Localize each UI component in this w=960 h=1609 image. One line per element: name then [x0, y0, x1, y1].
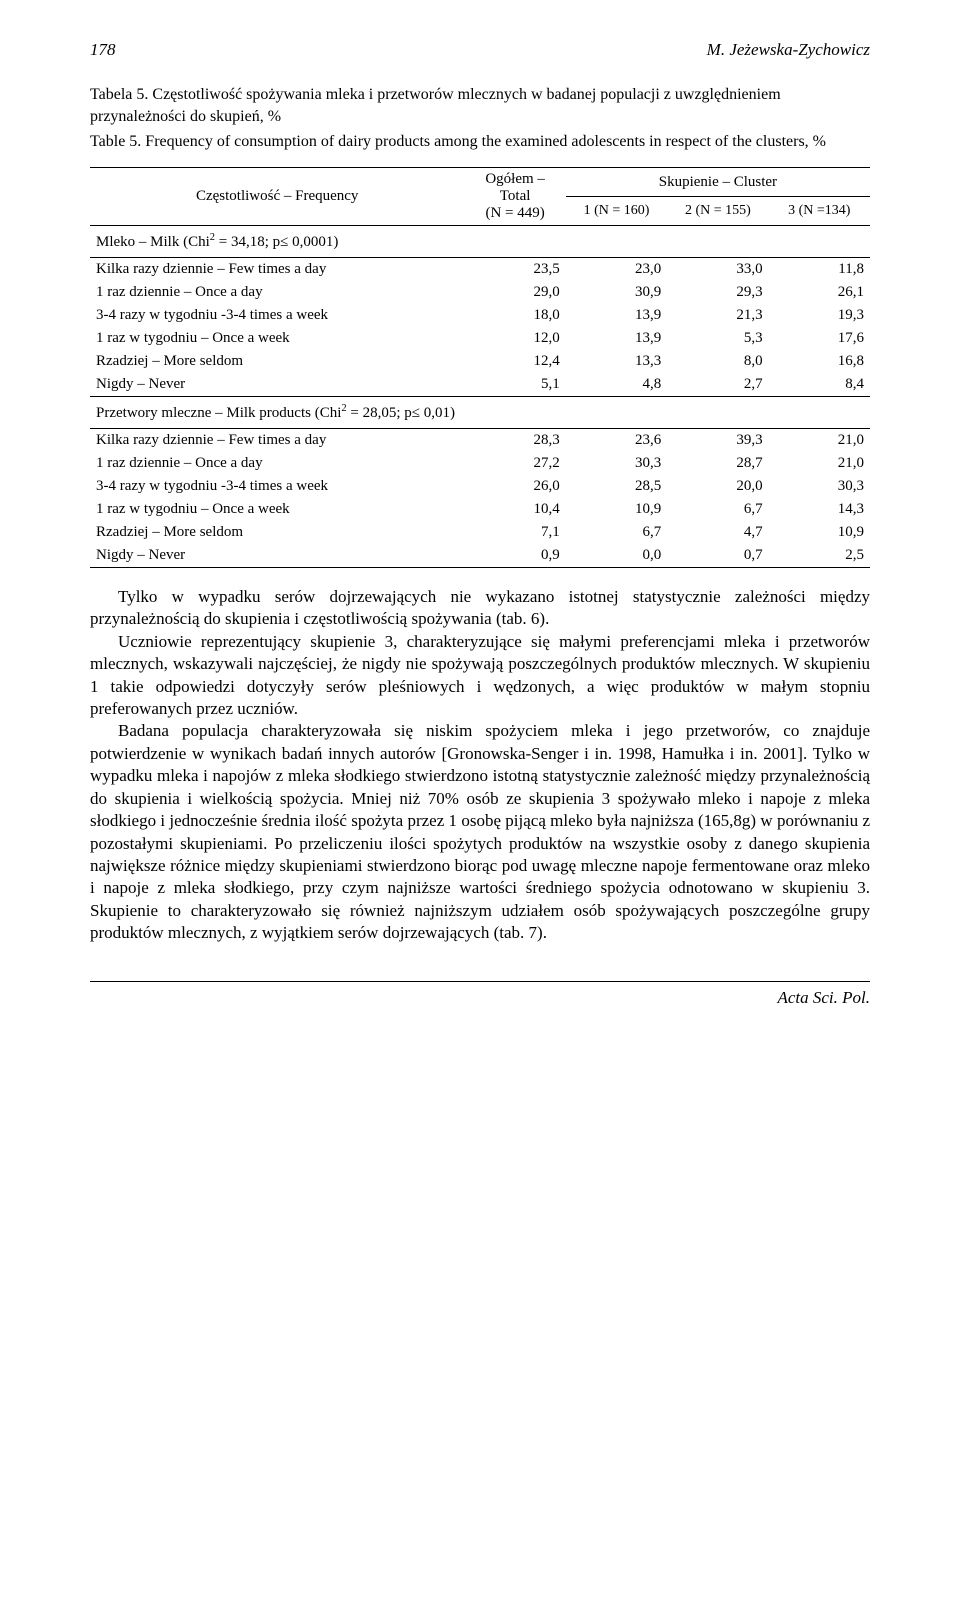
cell-value: 30,3	[566, 452, 667, 475]
cell-value: 14,3	[769, 498, 870, 521]
cell-value: 0,7	[667, 544, 768, 568]
cell-value: 23,0	[566, 257, 667, 281]
cell-value: 16,8	[769, 350, 870, 373]
cell-value: 8,4	[769, 373, 870, 397]
table-body: Mleko – Milk (Chi2 = 34,18; p≤ 0,0001)Ki…	[90, 225, 870, 567]
body-text: Tylko w wypadku serów dojrzewających nie…	[90, 586, 870, 945]
th-frequency: Częstotliwość – Frequency	[90, 167, 464, 225]
th-total-l2: (N = 449)	[485, 205, 544, 221]
cell-value: 23,5	[464, 257, 565, 281]
cell-value: 18,0	[464, 304, 565, 327]
row-label: 1 raz w tygodniu – Once a week	[90, 327, 464, 350]
row-label: Kilka razy dziennie – Few times a day	[90, 257, 464, 281]
table-section-header: Przetwory mleczne – Milk products (Chi2 …	[90, 396, 870, 428]
cell-value: 28,3	[464, 428, 565, 452]
cell-value: 13,3	[566, 350, 667, 373]
page-number: 178	[90, 40, 116, 60]
cell-value: 10,4	[464, 498, 565, 521]
table-caption-en: Table 5. Frequency of consumption of dai…	[90, 131, 870, 153]
row-label: 1 raz dziennie – Once a day	[90, 452, 464, 475]
row-label: 1 raz w tygodniu – Once a week	[90, 498, 464, 521]
th-total: Ogółem – Total (N = 449)	[464, 167, 565, 225]
cell-value: 11,8	[769, 257, 870, 281]
cell-value: 6,7	[667, 498, 768, 521]
running-head: 178 M. Jeżewska-Zychowicz	[90, 40, 870, 60]
cell-value: 21,0	[769, 428, 870, 452]
cell-value: 10,9	[566, 498, 667, 521]
cell-value: 2,7	[667, 373, 768, 397]
th-c3: 3 (N =134)	[769, 197, 870, 225]
cell-value: 26,1	[769, 281, 870, 304]
cell-value: 21,3	[667, 304, 768, 327]
body-paragraph: Tylko w wypadku serów dojrzewających nie…	[90, 586, 870, 631]
cell-value: 0,0	[566, 544, 667, 568]
cell-value: 21,0	[769, 452, 870, 475]
row-label: 3-4 razy w tygodniu -3-4 times a week	[90, 304, 464, 327]
cell-value: 2,5	[769, 544, 870, 568]
cell-value: 13,9	[566, 304, 667, 327]
row-label: 3-4 razy w tygodniu -3-4 times a week	[90, 475, 464, 498]
cell-value: 23,6	[566, 428, 667, 452]
journal-footer: Acta Sci. Pol.	[90, 981, 870, 1008]
row-label: Rzadziej – More seldom	[90, 350, 464, 373]
row-label: Nigdy – Never	[90, 544, 464, 568]
cell-value: 29,0	[464, 281, 565, 304]
cell-value: 7,1	[464, 521, 565, 544]
row-label: Kilka razy dziennie – Few times a day	[90, 428, 464, 452]
running-author: M. Jeżewska-Zychowicz	[707, 40, 870, 60]
cell-value: 4,8	[566, 373, 667, 397]
cell-value: 27,2	[464, 452, 565, 475]
cell-value: 26,0	[464, 475, 565, 498]
cell-value: 6,7	[566, 521, 667, 544]
cell-value: 4,7	[667, 521, 768, 544]
cell-value: 0,9	[464, 544, 565, 568]
cell-value: 12,0	[464, 327, 565, 350]
cell-value: 33,0	[667, 257, 768, 281]
cell-value: 13,9	[566, 327, 667, 350]
row-label: 1 raz dziennie – Once a day	[90, 281, 464, 304]
cell-value: 10,9	[769, 521, 870, 544]
cell-value: 12,4	[464, 350, 565, 373]
cell-value: 17,6	[769, 327, 870, 350]
cell-value: 39,3	[667, 428, 768, 452]
frequency-table: Częstotliwość – Frequency Ogółem – Total…	[90, 167, 870, 568]
cell-value: 19,3	[769, 304, 870, 327]
body-paragraph: Badana populacja charakteryzowała się ni…	[90, 720, 870, 944]
th-c1: 1 (N = 160)	[566, 197, 667, 225]
th-c2: 2 (N = 155)	[667, 197, 768, 225]
table-caption-pl: Tabela 5. Częstotliwość spożywania mleka…	[90, 84, 870, 127]
th-total-l1: Ogółem – Total	[485, 171, 545, 204]
cell-value: 29,3	[667, 281, 768, 304]
cell-value: 20,0	[667, 475, 768, 498]
body-paragraph: Uczniowie reprezentujący skupienie 3, ch…	[90, 631, 870, 721]
row-label: Rzadziej – More seldom	[90, 521, 464, 544]
table-section-header: Mleko – Milk (Chi2 = 34,18; p≤ 0,0001)	[90, 225, 870, 257]
row-label: Nigdy – Never	[90, 373, 464, 397]
cell-value: 30,3	[769, 475, 870, 498]
th-cluster: Skupienie – Cluster	[566, 167, 870, 197]
cell-value: 8,0	[667, 350, 768, 373]
cell-value: 5,3	[667, 327, 768, 350]
cell-value: 5,1	[464, 373, 565, 397]
cell-value: 28,5	[566, 475, 667, 498]
cell-value: 30,9	[566, 281, 667, 304]
cell-value: 28,7	[667, 452, 768, 475]
